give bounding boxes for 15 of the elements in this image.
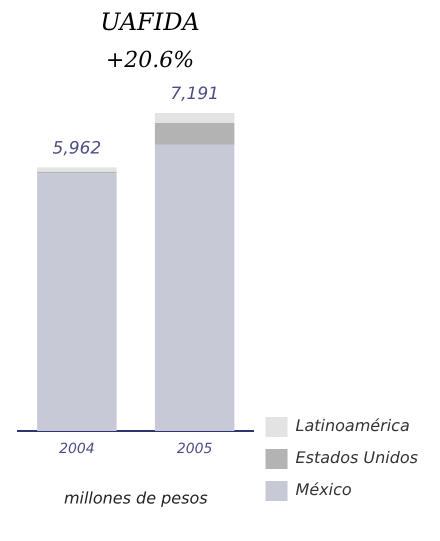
bar: [37, 173, 117, 431]
legend-label: México: [296, 480, 352, 500]
chart-subtitle: +20.6%: [104, 48, 196, 73]
x-axis-title: millones de pesos: [64, 488, 208, 508]
legend-label: Estados Unidos: [296, 448, 418, 468]
bar: [154, 113, 234, 123]
annotation: 7,191: [170, 84, 219, 104]
annotation: 5,962: [52, 138, 102, 158]
bar: [37, 167, 117, 172]
chart-title: UAFIDA: [99, 8, 201, 36]
legend-label: Latinoamérica: [296, 416, 410, 436]
x-tick-label: 2004: [59, 441, 95, 458]
bar: [154, 144, 234, 431]
bar: [154, 122, 234, 144]
x-tick-label: 2005: [176, 441, 213, 458]
